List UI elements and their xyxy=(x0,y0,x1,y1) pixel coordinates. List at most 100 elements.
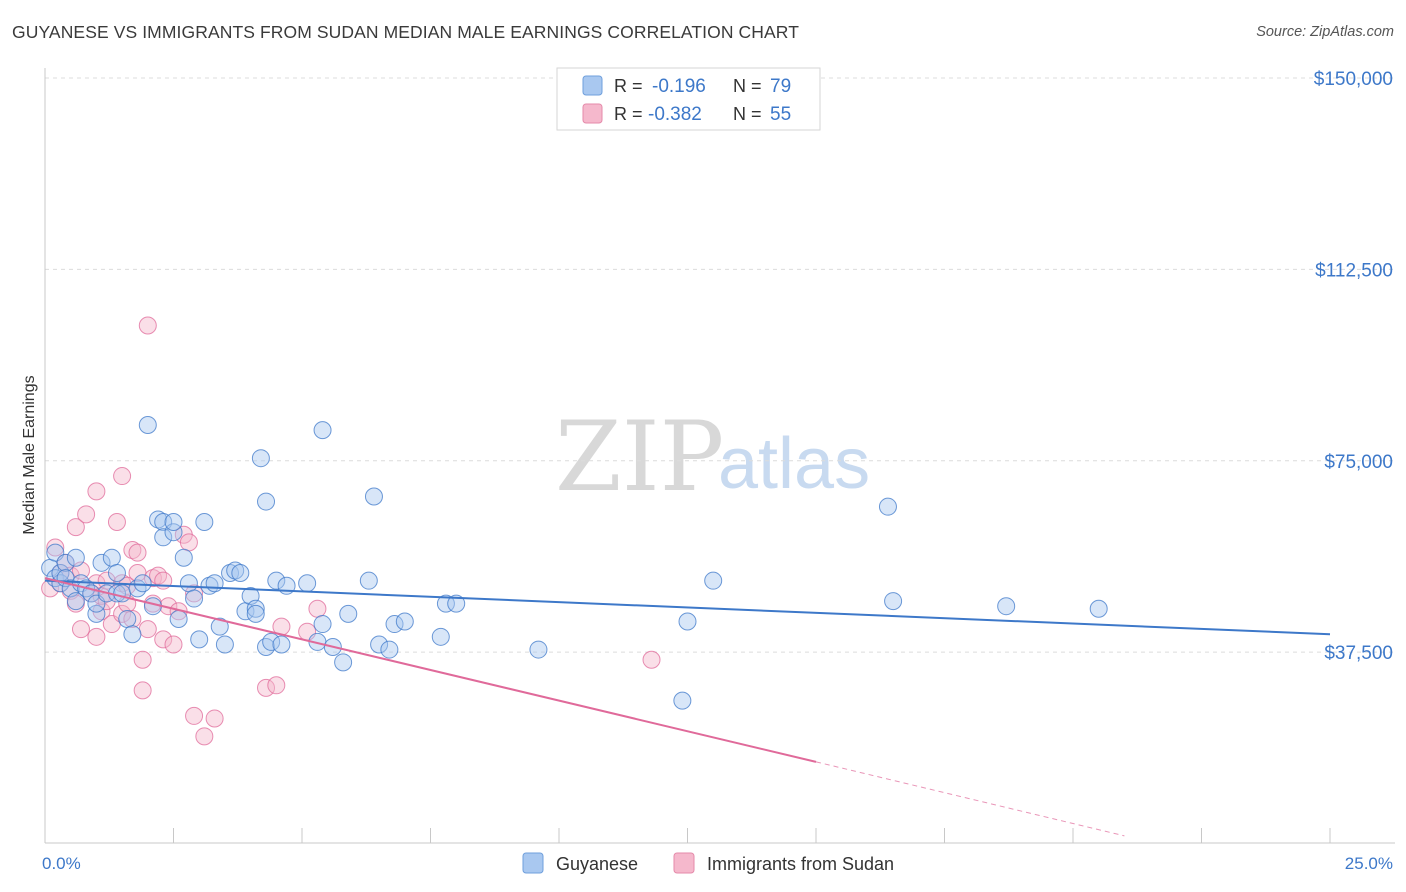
guyanese-point-40 xyxy=(210,617,229,636)
guyanese-point-5 xyxy=(56,553,75,572)
guyanese-point-41 xyxy=(215,635,234,654)
watermark-atlas: atlas xyxy=(718,424,870,504)
guyanese-point-51 xyxy=(257,492,276,511)
sudan-point-47 xyxy=(205,709,224,728)
sudan-point-44 xyxy=(179,533,198,552)
legend-r-value-2: -0.382 xyxy=(648,104,702,125)
sudan-point-1 xyxy=(46,538,65,557)
guyanese-point-24 xyxy=(133,574,152,593)
guyanese-point-34 xyxy=(179,574,198,593)
guyanese-point-61 xyxy=(334,653,353,672)
x-tick-label-0: 0.0% xyxy=(42,854,81,873)
guyanese-point-53 xyxy=(267,571,286,590)
guyanese-point-42 xyxy=(221,564,240,583)
guyanese-point-48 xyxy=(246,604,265,623)
legend-n-label-2: N = xyxy=(733,104,762,124)
sudan-point-37 xyxy=(149,566,168,585)
legend-bottom-guyanese: Guyanese xyxy=(556,854,638,874)
axes xyxy=(44,68,1395,844)
guyanese-point-44 xyxy=(231,564,250,583)
guyanese-point-76 xyxy=(878,497,897,516)
guyanese-point-32 xyxy=(169,609,188,628)
trend-line-sudan xyxy=(44,577,817,763)
sudan-point-48 xyxy=(257,678,276,697)
guyanese-point-50 xyxy=(257,638,276,657)
guyanese-point-78 xyxy=(997,597,1016,616)
sudan-point-21 xyxy=(107,512,126,531)
guyanese-point-22 xyxy=(123,625,142,644)
guyanese-point-38 xyxy=(200,576,219,595)
guyanese-point-69 xyxy=(431,627,450,646)
sudan-point-54 xyxy=(185,584,204,603)
legend-bottom-sudan: Immigrants from Sudan xyxy=(707,854,894,874)
guyanese-point-39 xyxy=(205,574,224,593)
sudan-point-53 xyxy=(642,650,661,669)
guyanese-point-63 xyxy=(359,571,378,590)
guyanese-point-36 xyxy=(190,630,209,649)
y-tick-label-2: $112,500 xyxy=(1315,260,1393,281)
sudan-point-27 xyxy=(123,609,142,628)
y-tick-label-0: $37,500 xyxy=(1324,643,1393,664)
guyanese-point-56 xyxy=(298,574,317,593)
sudan-point-23 xyxy=(113,604,132,623)
sudan-point-49 xyxy=(267,676,286,695)
guyanese-point-75 xyxy=(704,571,723,590)
watermark-zip: ZIP xyxy=(555,401,724,513)
y-tick-labels: $37,500 $75,000 $112,500 $150,000 xyxy=(1314,69,1393,664)
trend-line-sudan-extension xyxy=(815,761,1125,837)
sudan-point-16 xyxy=(87,482,106,501)
legend-swatch-sudan xyxy=(582,103,603,124)
guyanese-point-18 xyxy=(107,564,126,583)
legend-bottom-swatch-sudan xyxy=(673,852,695,874)
source-credit: Source: ZipAtlas.com xyxy=(1256,24,1394,40)
x-tick-label-1: 25.0% xyxy=(1345,854,1393,873)
sudan-point-46 xyxy=(195,727,214,746)
guyanese-point-8 xyxy=(66,548,85,567)
sudan-point-29 xyxy=(128,543,147,562)
series-sudan-points xyxy=(41,316,661,746)
guyanese-point-54 xyxy=(272,635,291,654)
guyanese-point-59 xyxy=(313,421,332,440)
grid-lines xyxy=(45,77,1395,653)
guyanese-point-35 xyxy=(185,589,204,608)
sudan-point-34 xyxy=(138,316,157,335)
guyanese-point-31 xyxy=(164,512,183,531)
trend-line-guyanese xyxy=(44,579,1331,636)
legend-bottom-swatch-guyanese xyxy=(522,852,544,874)
guyanese-point-47 xyxy=(246,599,265,618)
sudan-point-7 xyxy=(66,518,85,537)
guyanese-point-71 xyxy=(447,594,466,613)
legend-r-value-1: -0.196 xyxy=(652,76,706,97)
guyanese-point-43 xyxy=(226,561,245,580)
guyanese-point-52 xyxy=(262,632,281,651)
sudan-point-24 xyxy=(113,467,132,486)
sudan-point-35 xyxy=(143,569,162,588)
sudan-point-28 xyxy=(123,541,142,560)
guyanese-point-65 xyxy=(370,635,389,654)
sudan-point-11 xyxy=(77,505,96,524)
y-axis-label: Median Male Earnings xyxy=(21,375,38,534)
guyanese-point-33 xyxy=(174,548,193,567)
guyanese-point-20 xyxy=(113,584,132,603)
guyanese-point-62 xyxy=(339,604,358,623)
sudan-point-38 xyxy=(154,630,173,649)
legend-n-value-1: 79 xyxy=(770,76,791,97)
guyanese-point-15 xyxy=(92,553,111,572)
y-tick-label-1: $75,000 xyxy=(1324,452,1393,473)
guyanese-point-70 xyxy=(436,594,455,613)
sudan-point-18 xyxy=(97,571,116,590)
sudan-point-41 xyxy=(164,635,183,654)
guyanese-point-68 xyxy=(395,612,414,631)
guyanese-point-64 xyxy=(364,487,383,506)
trend-lines xyxy=(44,577,1331,837)
guyanese-point-74 xyxy=(678,612,697,631)
legend-r-label-2: R = xyxy=(614,104,643,124)
guyanese-point-13 xyxy=(87,604,106,623)
sudan-point-31 xyxy=(133,681,152,700)
guyanese-point-25 xyxy=(138,416,157,435)
guyanese-point-66 xyxy=(380,640,399,659)
sudan-point-33 xyxy=(138,620,157,639)
guyanese-point-79 xyxy=(1089,599,1108,618)
sudan-point-9 xyxy=(71,620,90,639)
